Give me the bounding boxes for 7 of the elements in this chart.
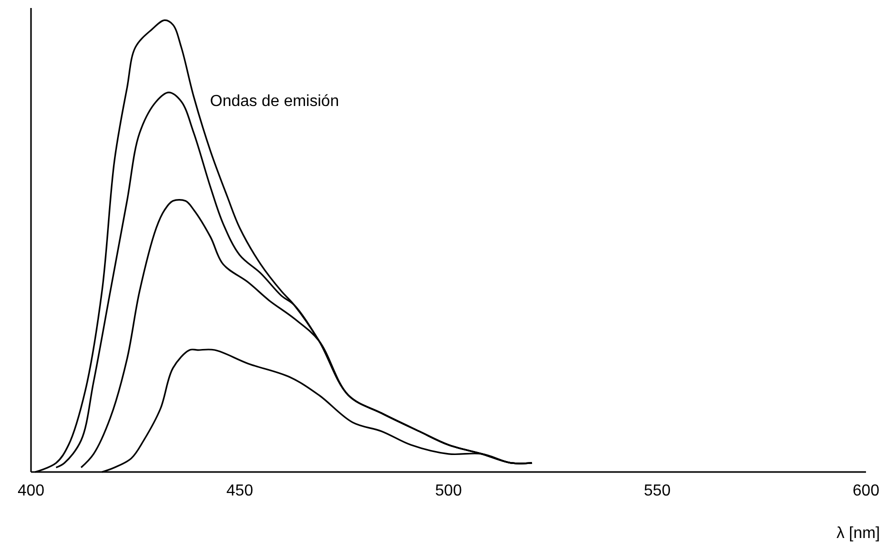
x-tick-label: 500 [435, 482, 462, 500]
x-tick-label: 600 [852, 482, 880, 500]
annotation: Ondas de emisión [210, 93, 339, 110]
x-tick-label: 400 [18, 482, 44, 500]
x-tick-label: 550 [644, 482, 671, 500]
x-tick-label: 450 [226, 482, 254, 500]
x-axis-title: λ [nm] [836, 525, 880, 542]
